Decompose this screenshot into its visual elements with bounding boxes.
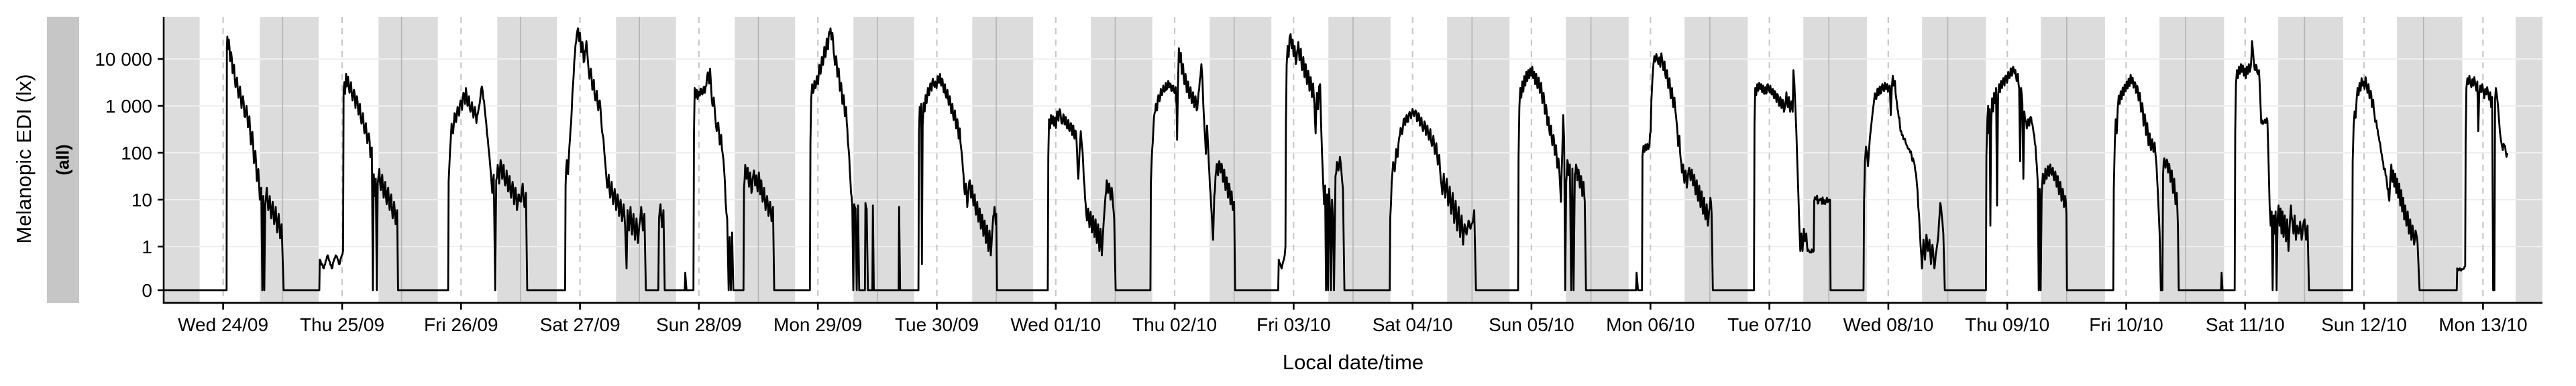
y-tick-label: 10 000 [95, 49, 152, 70]
x-tick-label: Sat 04/10 [1373, 314, 1453, 335]
night-band [1566, 17, 1629, 303]
night-band [2159, 17, 2224, 303]
x-tick-label: Sat 11/10 [2206, 314, 2285, 335]
night-band [1447, 17, 1510, 303]
night-band [164, 17, 200, 303]
x-tick-label: Fri 10/10 [2089, 314, 2163, 335]
y-tick-label: 1 [142, 237, 152, 257]
night-band [378, 17, 438, 303]
y-tick-label: 1 000 [105, 96, 152, 117]
night-band [1684, 17, 1748, 303]
x-tick-label: Fri 03/10 [1256, 314, 1331, 335]
x-tick-label: Wed 08/10 [1843, 314, 1933, 335]
night-band [972, 17, 1034, 303]
x-tick-label: Thu 02/10 [1132, 314, 1217, 335]
night-band [1091, 17, 1152, 303]
y-tick-label: 10 [131, 190, 152, 210]
x-tick-label: Tue 07/10 [1727, 314, 1811, 335]
x-tick-label: Mon 13/10 [2438, 314, 2527, 335]
night-band [2397, 17, 2463, 303]
noon-gridlines [222, 17, 2484, 303]
axes [162, 17, 2542, 304]
x-axis-title: Local date/time [1282, 350, 1424, 374]
x-axis-ticks: Wed 24/09 Thu 25/09 Fri 26/09 Sat 27/09 Sun … [178, 303, 2528, 335]
x-tick-label: Sun 28/09 [656, 314, 742, 335]
x-tick-label: Thu 25/09 [300, 314, 384, 335]
edi-trace [162, 27, 2508, 292]
x-tick-label: Sat 27/09 [540, 314, 621, 335]
x-tick-label: Fri 26/09 [424, 314, 498, 335]
night-band [735, 17, 796, 303]
x-tick-label: Tue 30/09 [895, 314, 979, 335]
y-tick-label: 0 [142, 280, 152, 301]
night-band [260, 17, 319, 303]
y-tick-label: 100 [121, 143, 152, 164]
y-axis-ticks: 0 1 10 100 1 000 10 000 [95, 49, 164, 301]
night-band [1328, 17, 1391, 303]
x-tick-label: Wed 24/09 [178, 314, 268, 335]
night-band [1210, 17, 1272, 303]
x-tick-label: Mon 29/09 [773, 314, 862, 335]
y-axis-title: Melanopic EDI (lx) [12, 74, 36, 244]
x-tick-label: Sun 12/10 [2321, 314, 2407, 335]
x-tick-label: Wed 01/10 [1010, 314, 1101, 335]
x-tick-label: Sun 05/10 [1489, 314, 1574, 335]
data-series [162, 27, 2508, 292]
facet-strip-label: (all) [52, 144, 73, 176]
night-band [2041, 17, 2105, 303]
facet-strip: (all) [47, 17, 79, 303]
night-band [2516, 17, 2542, 303]
night-band [1803, 17, 1867, 303]
night-band [853, 17, 914, 303]
x-tick-label: Mon 06/10 [1606, 314, 1695, 335]
x-tick-label: Thu 09/10 [1965, 314, 2049, 335]
night-band [2278, 17, 2343, 303]
